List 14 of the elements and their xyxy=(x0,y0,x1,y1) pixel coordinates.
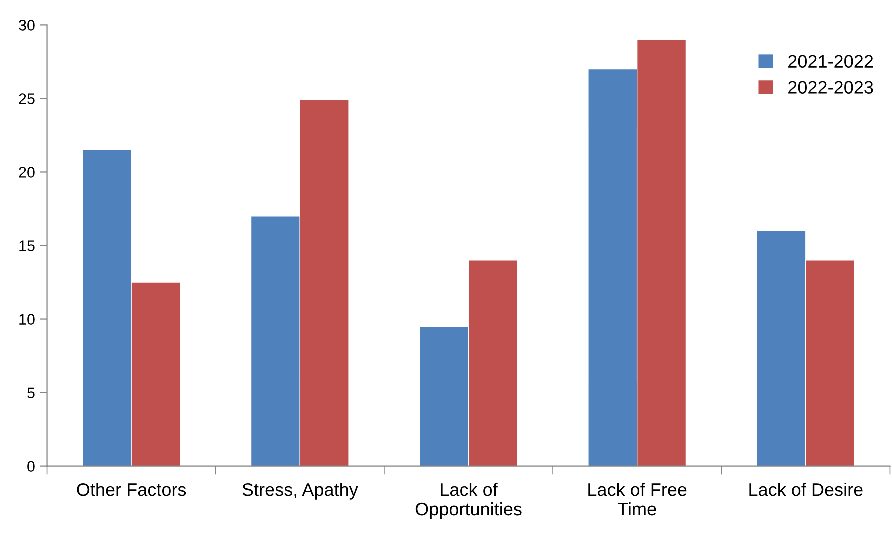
y-tick-label: 10 xyxy=(20,314,35,325)
y-tick-label: 5 xyxy=(28,388,35,398)
x-tick-label: Lack of Desire xyxy=(750,482,863,496)
y-tick-label: 30 xyxy=(19,20,35,31)
legend-label: 2021-2022 xyxy=(788,55,874,68)
x-tick-label: Lack of Opportunities xyxy=(416,482,522,520)
x-tick-label: Other Factors xyxy=(77,482,186,496)
y-tick-label: 0 xyxy=(28,461,35,472)
y-tick-label: 20 xyxy=(19,167,35,178)
x-tick-label: Lack of Free Time xyxy=(588,482,687,516)
x-tick-label: Stress, Apathy xyxy=(242,482,358,500)
y-tick-label: 15 xyxy=(20,240,35,252)
legend-label: 2022-2023 xyxy=(788,81,874,94)
y-tick-label: 25 xyxy=(19,94,35,104)
